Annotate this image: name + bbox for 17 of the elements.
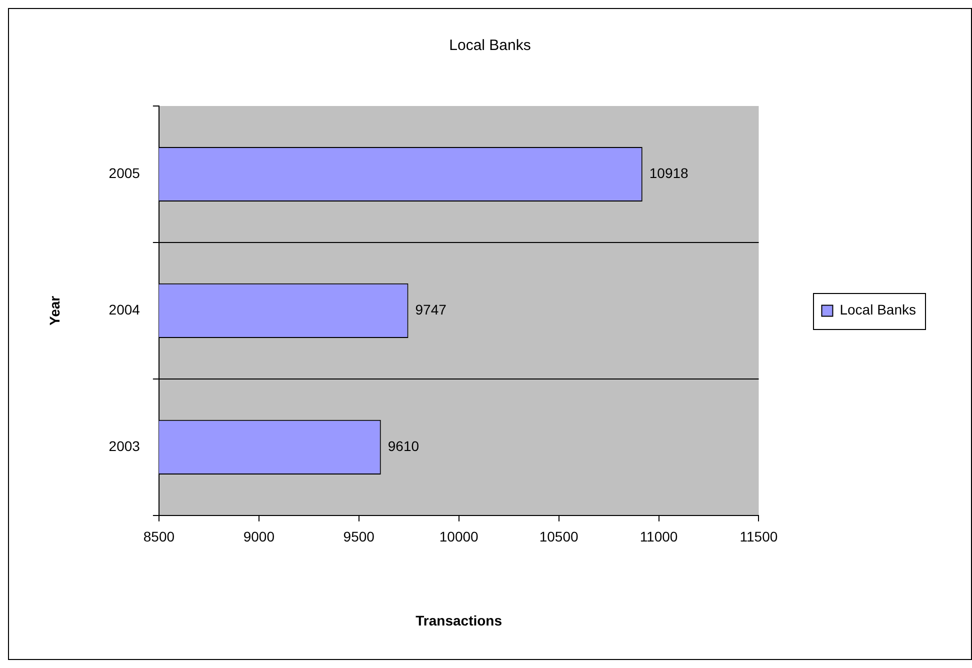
chart-title: Local Banks [449,37,531,54]
data-label: 9610 [388,438,420,454]
data-label: 10918 [649,165,689,182]
x-axis-title: Transactions [416,612,502,628]
y-tick-label: 2005 [108,165,140,182]
x-tick-label: 9000 [243,528,275,545]
y-axis-title: Year [46,295,62,326]
legend-label: Local Banks [840,302,916,318]
x-tick-label: 11500 [740,528,778,545]
data-label: 9747 [415,302,447,318]
x-tick-label: 10000 [439,528,479,545]
x-tick-label: 9500 [343,528,375,545]
x-tick-label: 10500 [539,528,578,545]
y-tick-label: 2004 [108,302,140,318]
y-tick-label: 2003 [108,438,140,454]
x-tick-label: 11000 [640,528,678,545]
x-tick-label: 8500 [143,528,175,545]
